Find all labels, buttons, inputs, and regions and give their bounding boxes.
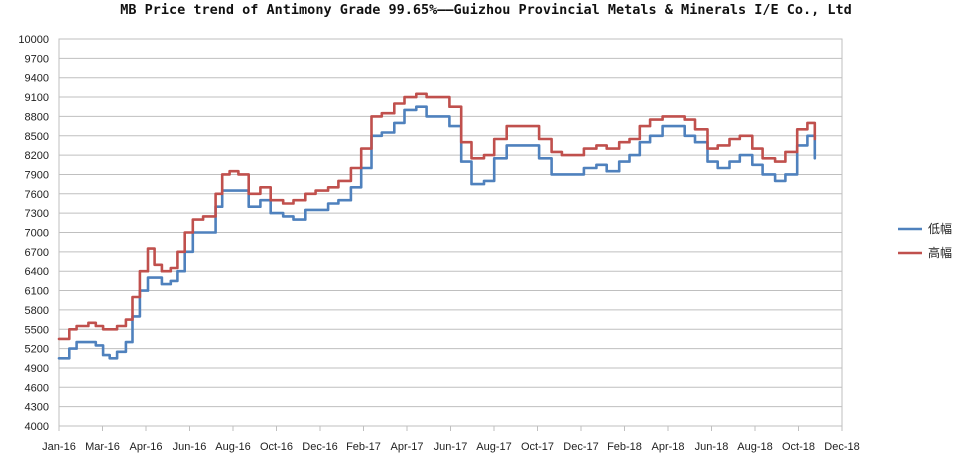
x-tick-label: Jan-16 (42, 441, 76, 453)
x-tick-label: Aug-17 (476, 441, 511, 453)
y-tick-label: 6400 (25, 266, 49, 278)
x-tick-label: Dec-16 (302, 441, 337, 453)
x-tick-label: Dec-17 (563, 441, 598, 453)
series-line-1 (57, 105, 817, 360)
y-tick-label: 4300 (25, 402, 49, 414)
x-tick-label: Dec-18 (824, 441, 859, 453)
y-tick-label: 8500 (25, 131, 49, 143)
x-tick-label: Jun-17 (434, 441, 468, 453)
chart-title: MB Price trend of Antimony Grade 99.65%—… (120, 2, 852, 18)
y-tick-label: 4600 (25, 382, 49, 394)
x-tick-label: Feb-18 (607, 441, 642, 453)
y-tick-label: 5800 (25, 305, 49, 317)
y-tick-label: 6700 (25, 247, 49, 259)
y-tick-label: 6100 (25, 286, 49, 298)
y-tick-label: 8200 (25, 150, 49, 162)
x-tick-label: Apr-18 (651, 441, 684, 453)
y-tick-label: 9400 (25, 73, 49, 85)
legend-label-1: 低幅 (928, 221, 952, 236)
x-tick-label: Jun-16 (173, 441, 207, 453)
y-tick-label: 10000 (18, 34, 49, 46)
y-tick-label: 9700 (25, 53, 49, 65)
y-tick-label: 5500 (25, 324, 49, 336)
x-tick-label: Aug-18 (737, 441, 772, 453)
x-tick-labels: Jan-16 Mar-16 Apr-16 Jun-16 Aug-16 Oct-16 Dec-… (42, 441, 860, 453)
y-tick-label: 9100 (25, 92, 49, 104)
x-tick-label: Oct-17 (521, 441, 554, 453)
x-tick-label: Apr-17 (390, 441, 423, 453)
y-tick-label: 7900 (25, 169, 49, 181)
series-line-2 (57, 92, 817, 341)
x-tick-label: Feb-17 (346, 441, 381, 453)
x-tick-label: Mar-16 (85, 441, 120, 453)
y-tick-label: 5200 (25, 344, 49, 356)
y-tick-label: 7300 (25, 208, 49, 220)
legend-label-2: 高幅 (928, 245, 952, 260)
x-tick-label: Apr-16 (129, 441, 162, 453)
y-tick-label: 4000 (25, 421, 49, 433)
x-tick-label: Oct-18 (782, 441, 815, 453)
x-tick-label: Jun-18 (695, 441, 729, 453)
y-tick-labels: 4000 4300 4600 4900 5200 5500 5800 6100 6400 6700… (18, 34, 49, 433)
y-tick-label: 4900 (25, 363, 49, 375)
x-tick-label: Oct-16 (260, 441, 293, 453)
y-tick-label: 7600 (25, 189, 49, 201)
series-layer (57, 92, 817, 360)
y-tick-label: 7000 (25, 228, 49, 240)
x-tick-label: Aug-16 (215, 441, 250, 453)
y-tick-label: 8800 (25, 111, 49, 123)
